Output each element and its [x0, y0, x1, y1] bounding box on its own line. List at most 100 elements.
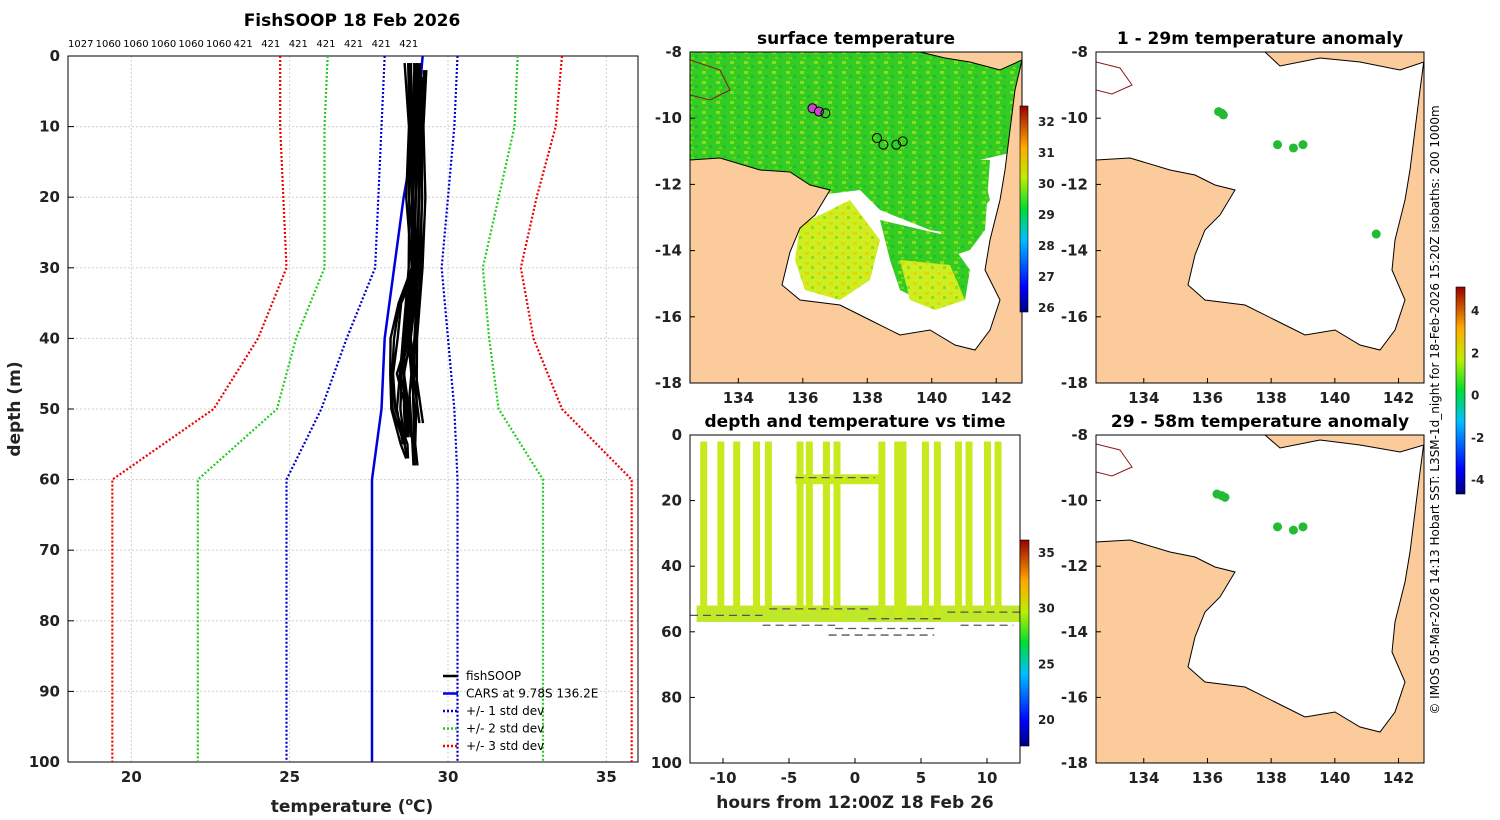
anomaly-shallow-new-guinea — [1264, 52, 1424, 71]
cast-id-labels: 1027 1060 1060 1060 1060 1060 421 421 421 421 421 4… — [68, 39, 418, 50]
cast-trace — [921, 441, 929, 619]
x-tick-label: 25 — [279, 768, 300, 786]
legend-label: fishSOOP — [466, 669, 521, 683]
lon-tick-label: 142 — [1383, 769, 1414, 787]
depth-tick-label: 20 — [661, 492, 682, 510]
lat-tick-label: -8 — [1071, 426, 1088, 444]
cast-trace — [700, 441, 708, 613]
colorbar-tick-label: 29 — [1038, 208, 1055, 222]
cast-location-circle — [813, 106, 824, 117]
sst-field-gulf-east — [940, 160, 990, 255]
lon-tick-label: 140 — [1319, 389, 1350, 407]
y-tick-label: 40 — [39, 329, 60, 347]
lon-tick-label: 138 — [1255, 389, 1286, 407]
profile-lines — [111, 55, 633, 762]
fishsoop-profile — [406, 77, 419, 424]
colorbar-tick-label: 20 — [1038, 713, 1055, 727]
cast-id-label: 1060 — [206, 39, 231, 50]
cast-id-label: 421 — [234, 39, 253, 50]
profile-title: FishSOOP 18 Feb 2026 — [244, 11, 461, 31]
depth-tick-label: 0 — [672, 426, 682, 444]
depth-tick-label: 40 — [661, 557, 682, 575]
std-lower-line — [196, 55, 329, 762]
colorbar-tick-label: 26 — [1038, 301, 1055, 315]
cast-trace — [805, 441, 813, 613]
anomaly-point — [1220, 492, 1230, 502]
cast-trace — [717, 441, 725, 613]
cast-trace — [899, 441, 907, 616]
anomaly-shallow-timor-coast — [1096, 61, 1133, 95]
cast-trace — [894, 441, 902, 619]
anomaly-point — [1371, 229, 1381, 239]
lon-tick-label: 134 — [1128, 389, 1159, 407]
cast-id-label: 421 — [289, 39, 308, 50]
cast-trace — [733, 441, 741, 609]
fishsoop-profile — [389, 62, 414, 459]
y-tick-label: 90 — [39, 682, 60, 700]
lat-tick-label: -18 — [1061, 754, 1088, 772]
x-tick-label: 35 — [596, 768, 617, 786]
anomaly-deep-land — [1096, 441, 1424, 763]
cast-location-circle — [820, 108, 831, 119]
cast-id-label: 421 — [399, 39, 418, 50]
x-tick-label: 30 — [438, 768, 459, 786]
anomaly-deep-panel: 29 - 58m temperature anomaly 134 136 138 14… — [1061, 412, 1425, 787]
fishsoop-profile — [411, 70, 426, 466]
y-tick-label: 10 — [39, 118, 60, 136]
lon-tick-label: 134 — [1128, 769, 1159, 787]
cast-trace — [933, 441, 941, 622]
anomaly-deep-axes-box — [1095, 434, 1425, 764]
lat-tick-label: -18 — [1061, 374, 1088, 392]
sst-cast-locations — [807, 103, 908, 150]
colorbar-tick-label: 35 — [1038, 546, 1055, 560]
lat-tick-label: -14 — [1061, 242, 1088, 260]
sst-field-gulf-warm-2 — [900, 260, 965, 310]
lon-tick-label: 140 — [1319, 769, 1350, 787]
colorbar-tick-label: -4 — [1471, 473, 1484, 487]
cast-location-circle — [891, 139, 902, 150]
depth-tick-label: 60 — [661, 623, 682, 641]
lat-tick-label: -16 — [1061, 688, 1088, 706]
anomaly-colorbar-ticks: 4 2 0 -2 -4 — [1471, 304, 1484, 487]
colorbar-tick-label: 25 — [1038, 657, 1055, 671]
sst-timor-coast — [690, 59, 731, 101]
profile-grid — [68, 56, 638, 762]
colorbar-tick-label: 31 — [1038, 146, 1055, 160]
cast-trace — [984, 441, 991, 616]
profile-x-label: temperature (oC) — [271, 795, 434, 817]
cast-trace — [796, 441, 804, 616]
anomaly-point — [1298, 522, 1308, 532]
credit-text: © IMOS 05-Mar-2026 14:13 Hobart SST: L3S… — [1428, 105, 1442, 714]
depth-time-colorbar-ticks: 35 30 25 20 — [1038, 546, 1055, 727]
profile-legend: fishSOOP CARS at 9.78S 136.2E +/- 1 std de… — [443, 669, 598, 753]
anomaly-shallow-title: 1 - 29m temperature anomaly — [1117, 29, 1403, 49]
lat-tick-label: -8 — [1071, 43, 1088, 61]
y-tick-label: 30 — [39, 259, 60, 277]
anomaly-point — [1273, 522, 1283, 532]
depth-time-title: depth and temperature vs time — [705, 412, 1006, 432]
std-upper-line — [440, 55, 459, 762]
anomaly-deep-new-guinea — [1264, 435, 1424, 453]
anomaly-shallow-axes-box — [1095, 51, 1425, 384]
lon-tick-label: 138 — [1255, 769, 1286, 787]
lon-tick-label: 142 — [981, 389, 1012, 407]
lon-tick-label: 136 — [1192, 389, 1223, 407]
lat-tick-label: -10 — [655, 109, 682, 127]
colorbar-tick-label: 30 — [1038, 602, 1055, 616]
lat-tick-label: -16 — [655, 308, 682, 326]
cast-id-label: 1060 — [151, 39, 176, 50]
cast-id-label: 421 — [316, 39, 335, 50]
legend-label: +/- 3 std dev — [466, 739, 544, 753]
sst-title: surface temperature — [757, 29, 955, 49]
sst-colorbar — [1019, 105, 1029, 313]
legend-label: +/- 2 std dev — [466, 722, 544, 736]
sst-ticks: 134 136 138 140 142 -8 -10 -12 -14 -16 -18 — [655, 43, 1012, 407]
cast-id-label: 421 — [372, 39, 391, 50]
anomaly-shallow-points — [1214, 107, 1381, 239]
lon-tick-label: 142 — [1383, 389, 1414, 407]
cast-id-label: 1060 — [123, 39, 148, 50]
cast-trace — [753, 441, 760, 613]
fishsoop-profile — [409, 77, 425, 424]
std-lower-line — [285, 55, 386, 762]
